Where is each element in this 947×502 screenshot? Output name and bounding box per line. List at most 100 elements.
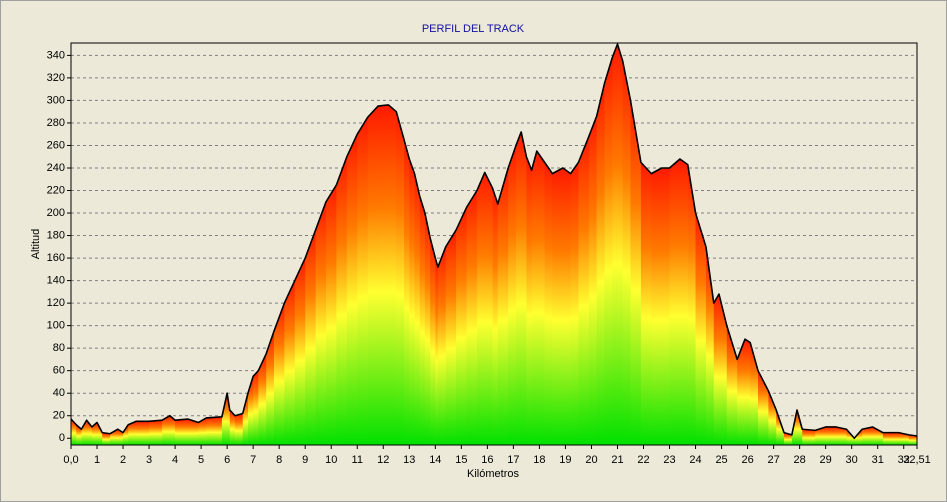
- area-segment: [242, 393, 249, 445]
- area-segment: [76, 424, 83, 445]
- area-segment: [526, 156, 533, 446]
- x-tick-label: 2: [120, 454, 126, 466]
- area-segment: [424, 213, 431, 445]
- y-tick-label: 80: [53, 342, 65, 354]
- x-tick-label: 14: [429, 454, 441, 466]
- area-segment: [758, 370, 770, 445]
- area-segment: [253, 370, 259, 445]
- x-tick-label: 28: [794, 454, 806, 466]
- area-segment: [346, 134, 358, 445]
- y-tick-label: 0: [59, 432, 65, 444]
- x-tick-label: 22: [637, 454, 649, 466]
- area-segment: [419, 196, 426, 445]
- x-tick-label: 5: [198, 454, 204, 466]
- area-segment: [367, 106, 379, 445]
- x-tick-label: 7: [250, 454, 256, 466]
- area-segment: [562, 167, 572, 446]
- x-tick-label: 15: [455, 454, 467, 466]
- area-segment: [570, 162, 580, 446]
- y-tick-label: 240: [47, 162, 65, 174]
- area-segment: [266, 331, 275, 445]
- x-tick-label: 27: [767, 454, 779, 466]
- area-segment: [669, 158, 681, 445]
- area-segment: [679, 158, 689, 445]
- area-segment: [854, 429, 863, 445]
- area-segment: [726, 325, 738, 445]
- area-segment: [430, 237, 436, 445]
- area-segment: [315, 201, 327, 445]
- area-segment: [221, 393, 228, 445]
- y-tick-label: 60: [53, 365, 65, 377]
- area-segment: [552, 167, 564, 446]
- area-segment: [414, 173, 421, 446]
- x-tick-label: 30: [846, 454, 858, 466]
- y-tick-label: 160: [47, 252, 65, 264]
- area-segment: [882, 432, 900, 445]
- area-segment: [492, 188, 499, 445]
- area-segment: [651, 167, 663, 446]
- x-tick-label: 4: [172, 454, 178, 466]
- plot-area: 0204060801001201401601802002202402602803…: [47, 42, 931, 466]
- x-tick-label: 23: [663, 454, 675, 466]
- area-segment: [640, 162, 652, 446]
- x-tick-label: 11: [352, 454, 363, 466]
- area-segment: [617, 44, 624, 446]
- area-segment: [456, 207, 468, 445]
- y-tick-label: 180: [47, 229, 65, 241]
- area-segment: [544, 162, 554, 446]
- area-segment: [791, 410, 798, 445]
- area-segment: [378, 104, 390, 445]
- area-segment: [718, 294, 728, 445]
- area-segment: [466, 190, 478, 445]
- area-segment: [396, 111, 405, 445]
- area-segment: [128, 421, 137, 445]
- area-segment: [149, 420, 163, 445]
- area-segment: [521, 131, 527, 445]
- area-segment: [273, 303, 285, 445]
- x-tick-label: 32: [898, 454, 910, 466]
- area-segment: [508, 145, 517, 445]
- area-segment: [825, 426, 837, 445]
- x-tick-label: 16: [481, 454, 493, 466]
- area-segment: [768, 390, 777, 445]
- x-tick-label: 10: [325, 454, 337, 466]
- area-segment: [622, 61, 632, 445]
- area-segment: [435, 258, 439, 445]
- x-tick-label: 26: [741, 454, 753, 466]
- area-segment: [117, 429, 124, 445]
- profile-line: [70, 43, 918, 440]
- x-tick-label: 9: [302, 454, 308, 466]
- area-segment: [198, 417, 207, 445]
- area-segment: [81, 420, 88, 445]
- area-segment: [294, 258, 306, 445]
- area-segment: [776, 410, 785, 445]
- y-axis-label: Altitud: [30, 229, 42, 260]
- x-tick-label: 18: [533, 454, 545, 466]
- area-segment: [744, 339, 751, 445]
- area-segment: [737, 339, 746, 445]
- y-tick-label: 280: [47, 117, 65, 129]
- y-tick-label: 200: [47, 207, 65, 219]
- x-tick-label: 24: [689, 454, 701, 466]
- area-segment: [188, 419, 200, 445]
- y-tick-label: 140: [47, 275, 65, 287]
- chart-title: PERFIL DEL TRACK: [422, 23, 525, 35]
- x-tick-label: 1: [94, 454, 100, 466]
- area-segment: [476, 172, 486, 446]
- area-segment: [71, 419, 77, 445]
- y-tick-label: 220: [47, 184, 65, 196]
- area-segment: [908, 434, 918, 445]
- area-segment: [784, 432, 793, 445]
- x-tick-label: 12: [377, 454, 389, 466]
- area-segment: [229, 410, 236, 445]
- area-segment: [437, 246, 447, 445]
- area-segment: [484, 172, 494, 446]
- x-tick-label: 3: [146, 454, 152, 466]
- x-tick-label: 31: [872, 454, 884, 466]
- x-tick-label: 19: [559, 454, 571, 466]
- area-segment: [409, 158, 416, 445]
- x-tick-label: 0,0: [63, 454, 78, 466]
- y-tick-label: 20: [53, 410, 65, 422]
- area-segment: [846, 429, 855, 445]
